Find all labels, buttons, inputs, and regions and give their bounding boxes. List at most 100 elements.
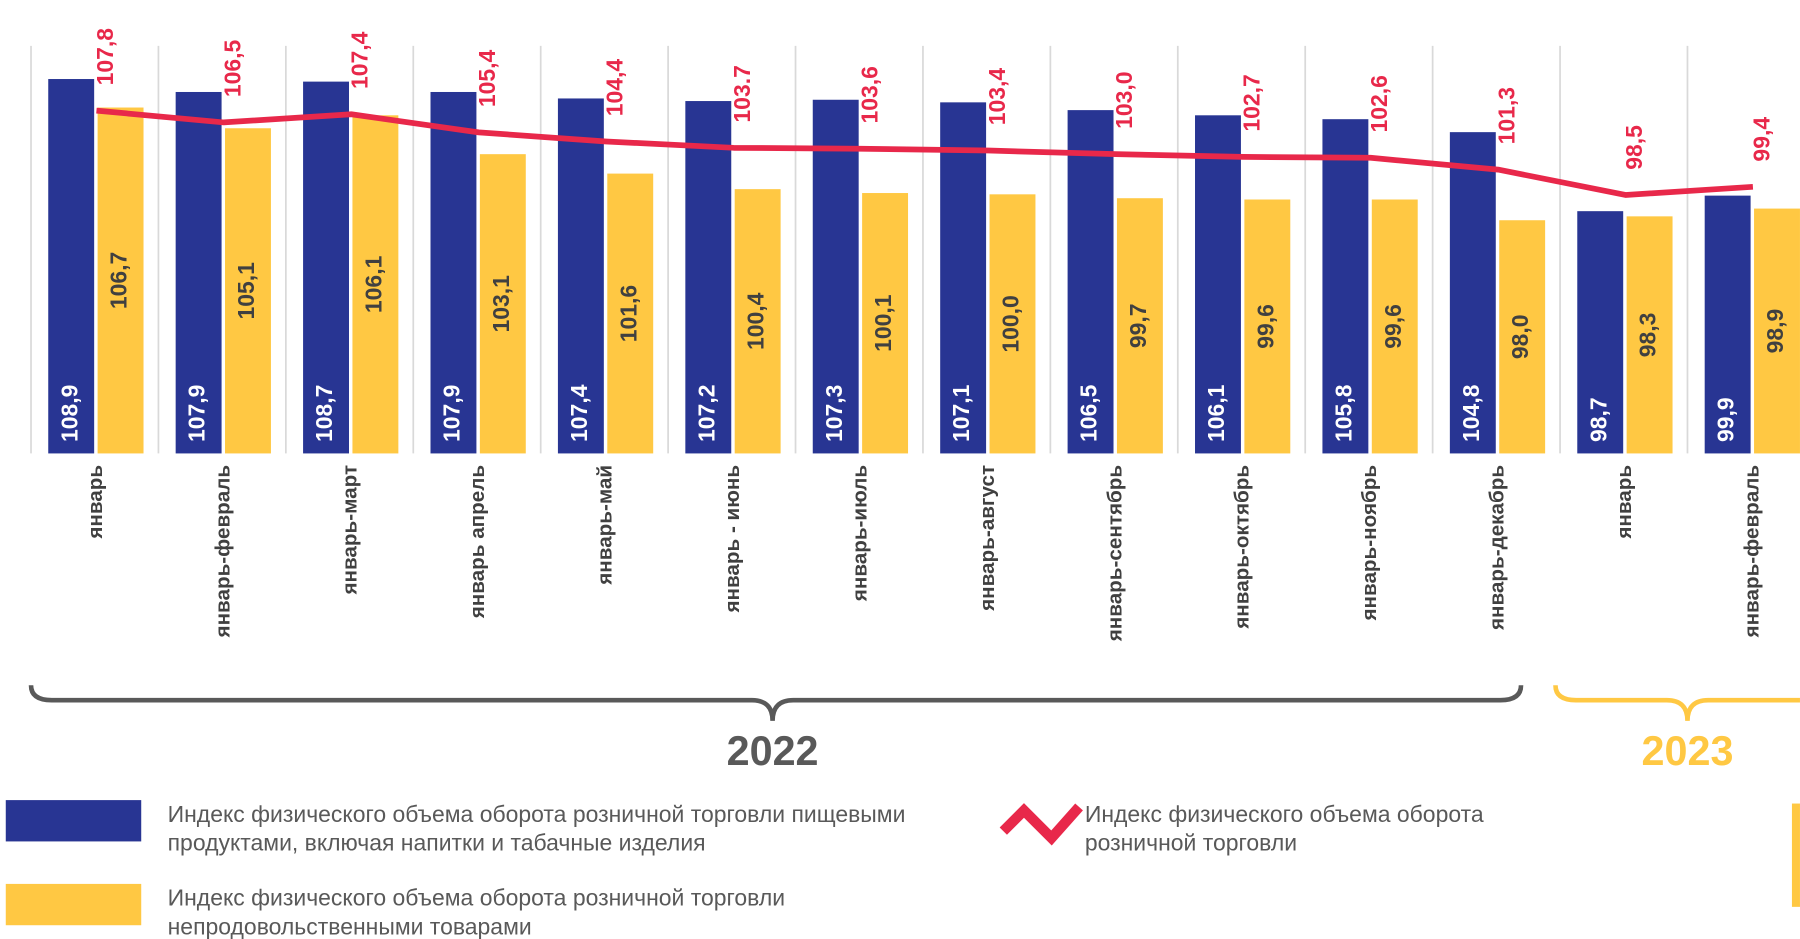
x-tick-label: январь-декабрь bbox=[1486, 465, 1509, 631]
data-label: 100,1 bbox=[870, 294, 896, 352]
legend-text: Индекс физического объема оборота рознич… bbox=[167, 802, 906, 857]
data-label: 107,9 bbox=[439, 385, 465, 442]
bar bbox=[1322, 119, 1369, 454]
bar bbox=[352, 115, 399, 454]
bar bbox=[303, 81, 349, 454]
bar bbox=[685, 101, 732, 454]
data-label: 106,1 bbox=[1203, 384, 1229, 442]
x-tick-label: январь-июль bbox=[848, 465, 871, 602]
data-label: 103,0 bbox=[1111, 72, 1137, 129]
data-label: 98,5 bbox=[1621, 125, 1647, 170]
bar bbox=[940, 102, 987, 454]
data-label: 99,6 bbox=[1380, 304, 1406, 349]
legend-entry: Индекс физического объема оборота рознич… bbox=[1084, 802, 1484, 857]
bar bbox=[1626, 216, 1673, 454]
x-tick-label: январь bbox=[1613, 465, 1636, 540]
data-label: 108,7 bbox=[311, 385, 337, 442]
x-tick-label: январь апрель bbox=[466, 465, 489, 619]
data-label: 99,9 bbox=[1713, 397, 1739, 442]
data-label: 107,8 bbox=[92, 28, 118, 86]
bar bbox=[989, 194, 1036, 454]
data-label: 102,7 bbox=[1239, 74, 1265, 131]
x-tick-label: январь-март bbox=[339, 465, 362, 596]
bar bbox=[734, 189, 781, 454]
legend-entry: Индекс физического объема оборота рознич… bbox=[167, 886, 786, 939]
data-label: 106,5 bbox=[219, 40, 245, 98]
bar bbox=[175, 91, 222, 454]
data-label: 99,4 bbox=[1748, 117, 1774, 162]
legend-entry: Индекс физического объема оборота рознич… bbox=[167, 802, 906, 857]
legend-text: Индекс физического объема оборота рознич… bbox=[167, 886, 786, 939]
data-label: 106,5 bbox=[1076, 384, 1102, 442]
bar bbox=[1704, 195, 1751, 454]
bracket-2022 bbox=[28, 685, 1524, 722]
bar bbox=[862, 193, 909, 454]
data-label: 104,8 bbox=[1458, 384, 1484, 442]
data-label: 102,6 bbox=[1366, 75, 1392, 132]
bar bbox=[607, 173, 654, 454]
x-tick-label: январь - июнь bbox=[721, 465, 744, 614]
x-tick-label: январь-май bbox=[594, 465, 617, 586]
data-label: 106,7 bbox=[106, 252, 132, 309]
data-label: 103.7 bbox=[729, 65, 755, 122]
bar bbox=[225, 128, 271, 454]
data-label: 107,4 bbox=[347, 31, 373, 89]
data-label: 106,1 bbox=[360, 255, 386, 313]
bar bbox=[557, 98, 604, 454]
data-label: 105,8 bbox=[1330, 384, 1356, 442]
group-label: 2022 bbox=[727, 728, 819, 774]
bar bbox=[1499, 220, 1546, 454]
data-label: 100,4 bbox=[743, 292, 769, 350]
data-label: 99,6 bbox=[1252, 304, 1278, 349]
data-label: 104,4 bbox=[602, 59, 628, 117]
x-tick-label: январь-октябрь bbox=[1231, 465, 1254, 630]
data-label: 108,9 bbox=[56, 385, 82, 442]
legend-swatch bbox=[5, 800, 142, 842]
bar bbox=[1371, 199, 1418, 454]
x-tick-label: январь-ноябрь bbox=[1358, 465, 1381, 622]
x-tick-label: январь-февраль bbox=[211, 465, 234, 639]
x-tick-label: январь-февраль bbox=[1740, 465, 1763, 639]
data-label: 101,3 bbox=[1493, 87, 1519, 144]
legend-line-icon bbox=[999, 803, 1083, 846]
legend-text: Индекс физического объема оборота рознич… bbox=[1084, 802, 1484, 857]
data-label: 98,9 bbox=[1762, 309, 1788, 354]
bar bbox=[48, 79, 95, 454]
data-label: 105,4 bbox=[474, 50, 500, 108]
data-label: 107,3 bbox=[821, 385, 847, 442]
decor-strip bbox=[1791, 803, 1800, 907]
data-label: 107,4 bbox=[566, 384, 592, 442]
bar bbox=[1244, 199, 1291, 454]
line bbox=[96, 107, 1754, 198]
x-tick-label: январь-сентябрь bbox=[1103, 465, 1126, 642]
bar bbox=[97, 107, 144, 454]
bar bbox=[1116, 198, 1163, 454]
data-label: 107,1 bbox=[948, 384, 974, 442]
data-label: 103,1 bbox=[488, 275, 514, 333]
bar bbox=[812, 99, 859, 454]
data-label: 103,4 bbox=[984, 68, 1010, 126]
bar bbox=[430, 91, 477, 454]
group-label: 2023 bbox=[1642, 728, 1734, 774]
bar bbox=[1754, 208, 1800, 454]
data-label: 101,6 bbox=[615, 285, 641, 342]
bar bbox=[1195, 115, 1241, 454]
data-label: 107,2 bbox=[693, 385, 719, 442]
x-tick-label: январь-август bbox=[976, 465, 999, 612]
data-label: 103,6 bbox=[856, 66, 882, 123]
data-label: 105,1 bbox=[233, 262, 259, 320]
data-label: 100,0 bbox=[998, 295, 1024, 352]
data-label: 107,9 bbox=[184, 385, 210, 442]
bar bbox=[1577, 211, 1624, 454]
bracket-2023 bbox=[1553, 685, 1800, 722]
bar bbox=[1449, 132, 1496, 454]
bar bbox=[479, 154, 526, 454]
x-tick-label: январь bbox=[84, 465, 107, 540]
legend-swatch bbox=[5, 883, 142, 926]
data-label: 98,3 bbox=[1635, 313, 1661, 358]
data-label: 98,0 bbox=[1507, 315, 1533, 360]
data-label: 99,7 bbox=[1125, 303, 1151, 348]
data-label: 98,7 bbox=[1585, 397, 1611, 442]
